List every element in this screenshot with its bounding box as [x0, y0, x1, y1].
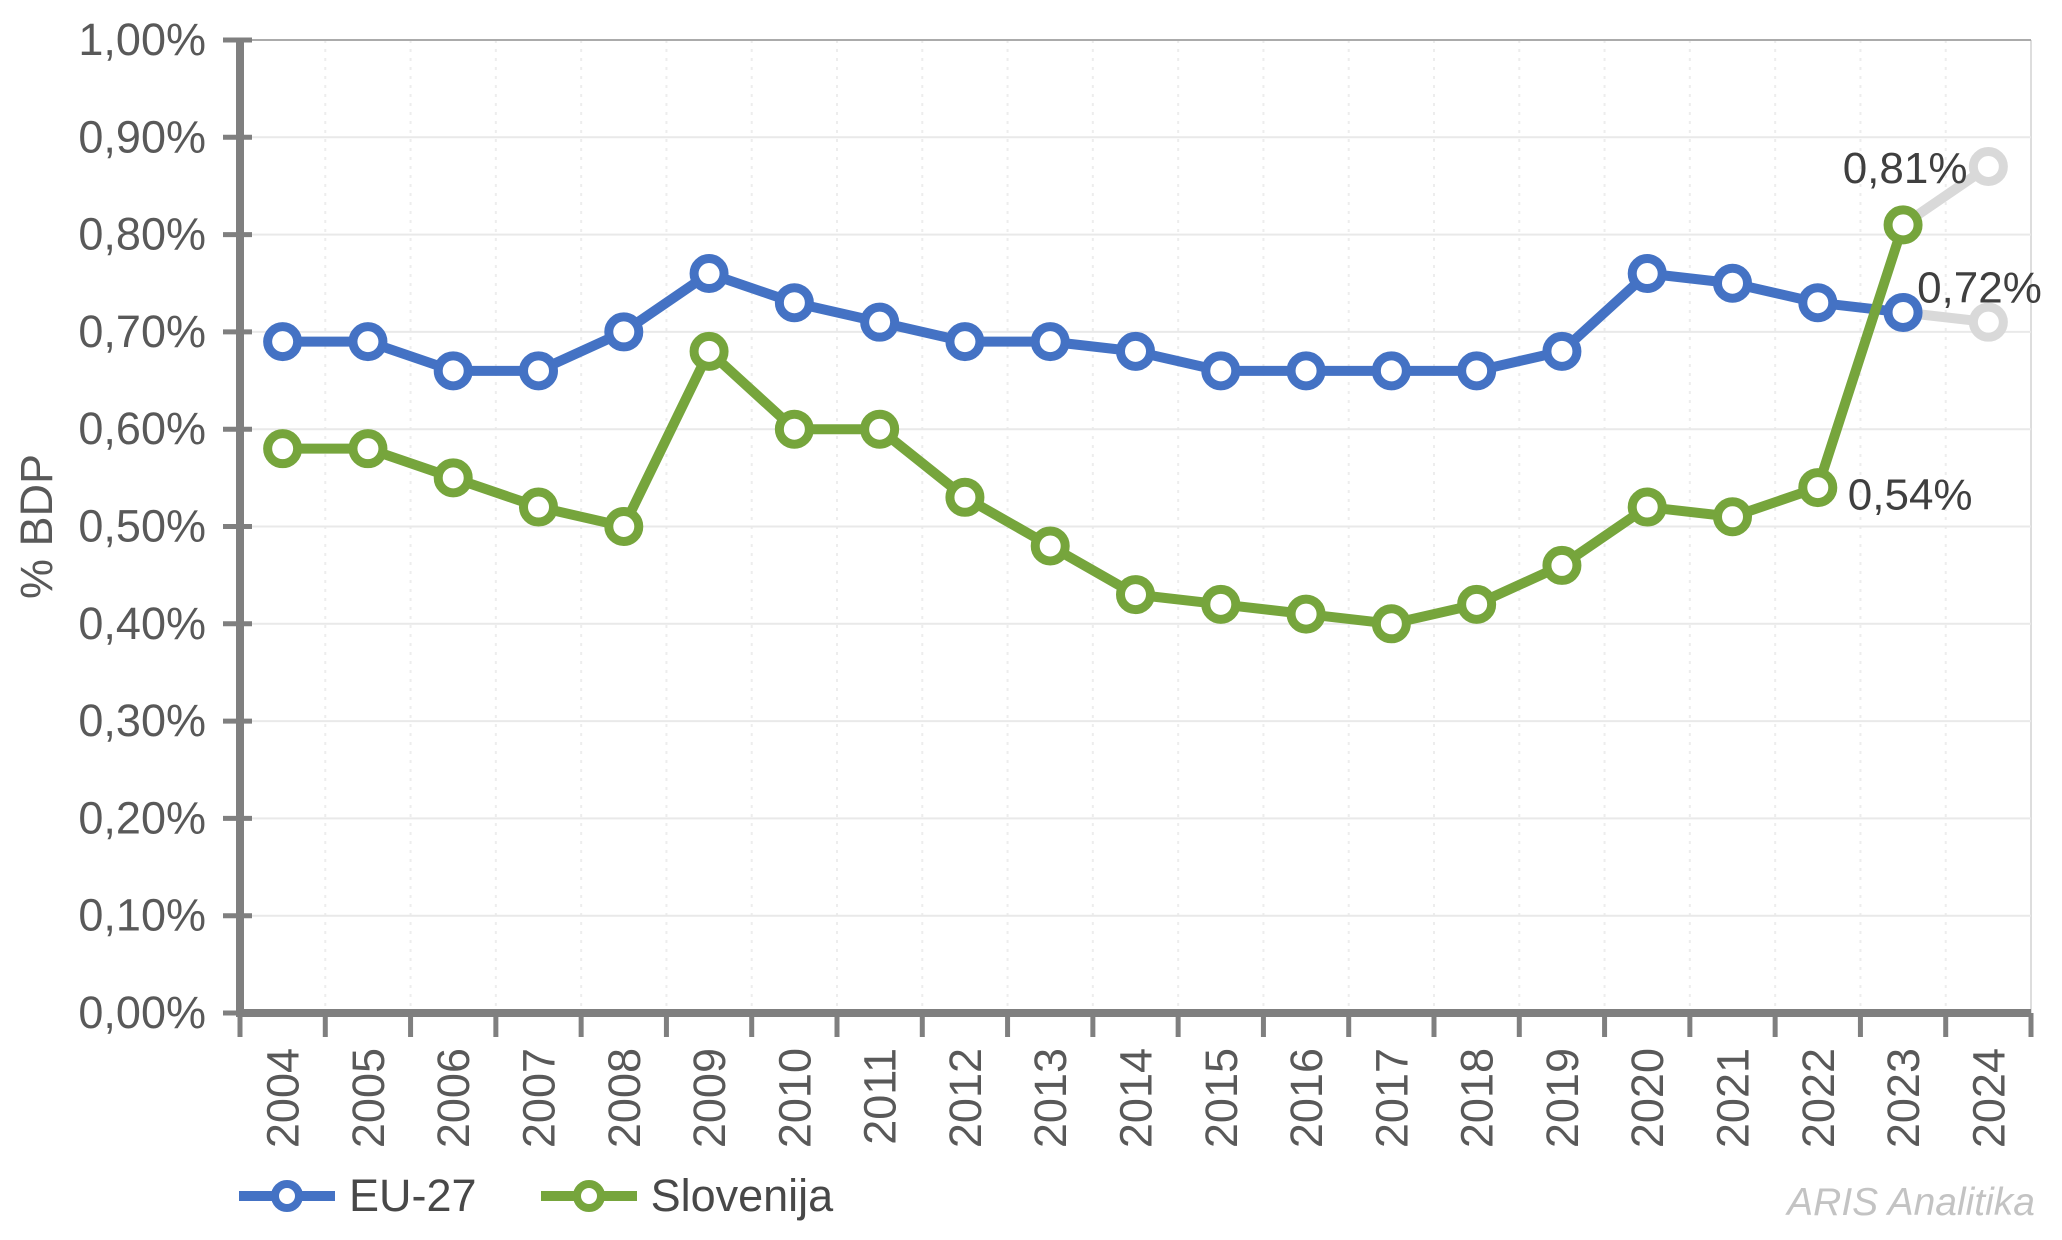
data-point-EU-27-2018	[1457, 351, 1497, 391]
data-point-EU-27-2011	[860, 302, 900, 342]
data-point-Slovenija-2008	[604, 507, 644, 546]
x-tick-label: 2014	[1111, 1048, 1162, 1148]
data-point-Slovenija-2020	[1627, 487, 1667, 527]
watermark: ARIS Analitika	[1787, 1181, 2035, 1224]
data-label: 0,81%	[1843, 144, 1968, 193]
y-tick-label: 0,90%	[78, 111, 206, 162]
legend-line-marker-icon	[540, 1180, 637, 1212]
legend-label-slovenija: Slovenija	[650, 1170, 834, 1221]
y-tick-label: 0,20%	[78, 792, 206, 843]
data-point-EU-27-2020	[1627, 254, 1667, 294]
x-tick-label: 2024	[1963, 1048, 2014, 1148]
legend-line-marker-icon	[239, 1180, 335, 1212]
x-tick-label: 2007	[514, 1048, 565, 1148]
data-point-Slovenija-2022	[1798, 468, 1838, 508]
y-tick-label: 0,00%	[78, 987, 206, 1038]
data-point-Slovenija-2019	[1542, 545, 1582, 585]
x-tick-label: 2013	[1025, 1048, 1076, 1148]
y-tick-label: 0,60%	[78, 403, 206, 454]
legend-item-slovenija: Slovenija	[539, 1170, 834, 1222]
data-point-EU-27-2006	[433, 351, 473, 391]
data-point-Slovenija-2005	[348, 429, 388, 469]
data-label: 0,54%	[1848, 471, 1973, 520]
x-tick-label: 2012	[940, 1048, 991, 1148]
x-tick-label: 2018	[1452, 1048, 1503, 1148]
data-point-EU-27-2013	[1030, 322, 1070, 362]
data-point-Slovenija-2006	[433, 458, 473, 498]
data-point-EU-27-2024	[1968, 302, 2008, 342]
x-tick-label: 2009	[684, 1048, 735, 1148]
data-point-EU-27-2015	[1201, 351, 1241, 391]
data-point-Slovenija-2009	[689, 331, 729, 371]
x-tick-label: 2022	[1793, 1048, 1844, 1148]
data-point-EU-27-2010	[774, 283, 814, 323]
data-point-Slovenija-2023	[1883, 205, 1923, 245]
x-tick-label: 2015	[1196, 1048, 1247, 1148]
x-tick-label: 2004	[258, 1048, 309, 1148]
data-point-Slovenija-2021	[1713, 497, 1752, 537]
x-tick-label: 2020	[1622, 1048, 1673, 1148]
data-label: 0,72%	[1917, 263, 2042, 312]
data-point-EU-27-2022	[1798, 283, 1838, 323]
data-point-Slovenija-2024	[1968, 146, 2008, 186]
data-point-Slovenija-2017	[1371, 604, 1411, 644]
y-tick-label: 0,80%	[78, 209, 206, 260]
data-point-EU-27-2007	[519, 351, 558, 391]
data-point-EU-27-2023	[1883, 292, 1923, 332]
data-point-Slovenija-2011	[860, 409, 900, 449]
x-tick-label: 2023	[1878, 1048, 1929, 1148]
data-point-Slovenija-2014	[1116, 575, 1155, 615]
y-tick-label: 0,30%	[78, 695, 206, 746]
y-tick-label: 0,40%	[78, 598, 206, 649]
data-point-Slovenija-2004	[263, 429, 303, 469]
y-tick-label: 0,70%	[78, 306, 206, 357]
legend: EU-27 Slovenija	[237, 1170, 833, 1222]
data-point-EU-27-2019	[1542, 331, 1582, 371]
data-point-EU-27-2005	[348, 322, 388, 362]
data-point-EU-27-2004	[263, 322, 303, 362]
data-point-EU-27-2021	[1713, 263, 1752, 303]
data-point-EU-27-2017	[1371, 351, 1411, 391]
x-tick-label: 2016	[1281, 1048, 1332, 1148]
y-tick-label: 1,00%	[78, 14, 206, 65]
data-point-EU-27-2014	[1116, 331, 1155, 371]
x-tick-label: 2008	[599, 1048, 650, 1148]
data-point-Slovenija-2012	[945, 477, 985, 517]
x-tick-label: 2021	[1708, 1048, 1759, 1148]
x-tick-label: 2010	[769, 1048, 820, 1148]
data-point-Slovenija-2007	[519, 487, 558, 527]
data-point-EU-27-2012	[945, 322, 985, 362]
x-tick-label: 2017	[1366, 1048, 1417, 1148]
y-tick-label: 0,50%	[78, 501, 206, 552]
x-tick-label: 2011	[855, 1048, 906, 1145]
data-point-EU-27-2008	[604, 312, 644, 352]
x-tick-label: 2019	[1537, 1048, 1588, 1148]
data-point-EU-27-2016	[1286, 351, 1326, 391]
x-tick-label: 2006	[428, 1048, 479, 1148]
y-axis-title: % BDP	[11, 454, 62, 599]
data-point-Slovenija-2016	[1286, 594, 1326, 634]
data-point-Slovenija-2015	[1201, 584, 1241, 624]
x-tick-label: 2005	[343, 1048, 394, 1148]
legend-item-eu27: EU-27	[237, 1170, 477, 1222]
y-tick-label: 0,10%	[78, 890, 206, 941]
data-point-Slovenija-2010	[774, 409, 814, 449]
data-point-Slovenija-2013	[1030, 526, 1070, 566]
legend-label-eu27: EU-27	[349, 1170, 477, 1221]
data-point-EU-27-2009	[689, 254, 729, 294]
data-point-Slovenija-2018	[1457, 584, 1497, 624]
